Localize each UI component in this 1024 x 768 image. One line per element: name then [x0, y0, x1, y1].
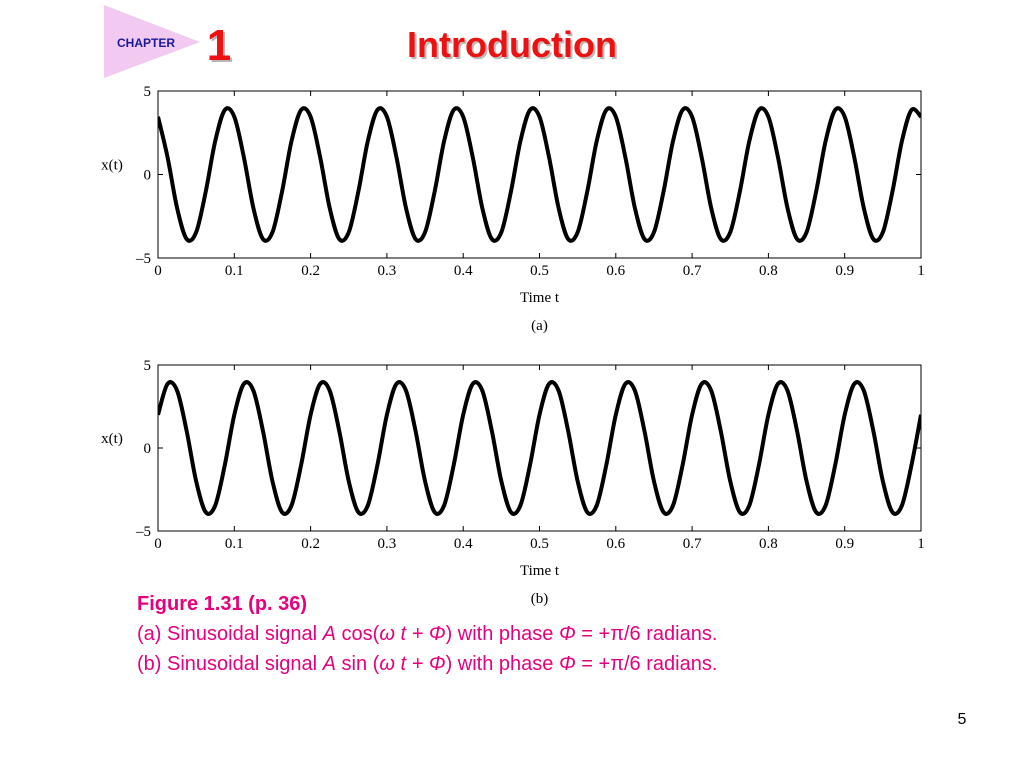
caption-text: (b) Sinusoidal signal	[137, 653, 323, 675]
caption-text: t +	[395, 653, 429, 675]
caption-text: ω	[379, 623, 395, 645]
y-tick-label: –5	[135, 524, 151, 540]
chapter-number: 1	[207, 21, 231, 70]
caption-text: Φ	[429, 623, 446, 645]
title-shadow: Introduction	[409, 26, 619, 67]
caption-text: A	[322, 623, 336, 645]
x-tick-label: 0.1	[225, 536, 244, 552]
title: Introduction	[407, 24, 617, 65]
x-tick-label: 0.1	[225, 263, 244, 279]
x-tick-label: 0.2	[301, 536, 320, 552]
x-tick-label: 0.3	[378, 263, 397, 279]
caption-text: Figure 1.31 (p. 36)	[137, 593, 307, 615]
caption-text: t +	[395, 623, 429, 645]
y-tick-label: 0	[144, 168, 152, 184]
caption-text: A	[322, 653, 336, 675]
y-tick-label: 5	[144, 358, 152, 374]
caption-text: Φ	[429, 653, 446, 675]
caption-line: Figure 1.31 (p. 36)	[137, 593, 307, 615]
x-tick-label: 1	[917, 536, 925, 552]
x-tick-label: 0.2	[301, 263, 320, 279]
x-tick-label: 0.3	[378, 536, 397, 552]
chapter-number-shadow: 1	[209, 23, 233, 72]
caption-text: sin (	[336, 653, 380, 675]
x-tick-label: 0.7	[683, 263, 702, 279]
caption-line: (b) Sinusoidal signal A sin (ω t + Φ) wi…	[137, 653, 717, 675]
y-tick-label: 5	[144, 84, 152, 100]
x-tick-label: 0.6	[606, 263, 625, 279]
caption-text: Φ	[559, 623, 576, 645]
x-axis-label: Time t	[520, 290, 560, 306]
x-tick-label: 0.5	[530, 263, 549, 279]
caption-text: Φ	[559, 653, 576, 675]
signal-line	[158, 106, 921, 243]
x-tick-label: 0	[154, 536, 162, 552]
caption-text: = +π/6 radians.	[576, 653, 718, 675]
x-tick-label: 0.6	[606, 536, 625, 552]
subcaption: (b)	[531, 591, 549, 607]
x-tick-label: 0.8	[759, 536, 778, 552]
caption-text: = +π/6 radians.	[576, 623, 718, 645]
x-axis-label: Time t	[520, 563, 560, 579]
x-tick-label: 0.5	[530, 536, 549, 552]
signal-line	[158, 380, 921, 516]
x-tick-label: 0.9	[835, 536, 854, 552]
page-number: 5	[958, 711, 967, 728]
x-tick-label: 0.8	[759, 263, 778, 279]
x-tick-label: 0	[154, 263, 162, 279]
y-tick-label: 0	[144, 441, 152, 457]
caption-text: cos(	[336, 623, 380, 645]
chapter-label: CHAPTER	[117, 36, 175, 50]
x-tick-label: 1	[917, 263, 925, 279]
x-tick-label: 0.4	[454, 263, 473, 279]
x-tick-label: 0.4	[454, 536, 473, 552]
caption-line: (a) Sinusoidal signal A cos(ω t + Φ) wit…	[137, 623, 717, 645]
y-tick-label: –5	[135, 251, 151, 267]
caption-text: (a) Sinusoidal signal	[137, 623, 323, 645]
caption-text: ) with phase	[446, 623, 559, 645]
x-tick-label: 0.9	[835, 263, 854, 279]
x-tick-label: 0.7	[683, 536, 702, 552]
caption-text: ω	[379, 653, 395, 675]
y-axis-label: x(t)	[101, 431, 123, 447]
caption-text: ) with phase	[446, 653, 559, 675]
y-axis-label: x(t)	[101, 158, 123, 174]
plot-frame	[157, 364, 922, 532]
chapter-tab	[104, 5, 200, 78]
subcaption: (a)	[531, 318, 548, 334]
